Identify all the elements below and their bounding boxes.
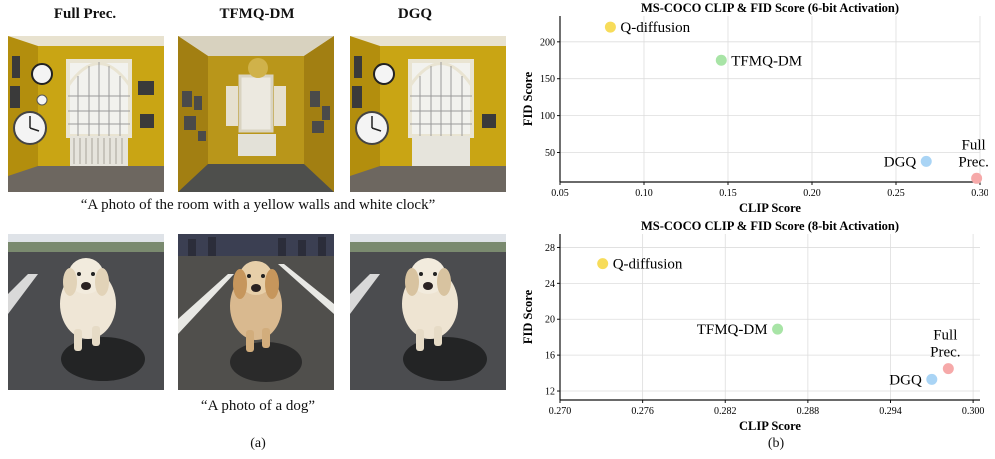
y-tick-label: 100 — [540, 111, 555, 122]
chart-title: MS-COCO CLIP & FID Score (6-bit Activati… — [641, 1, 899, 15]
y-tick-label: 24 — [545, 279, 555, 290]
x-tick-label: 0.300 — [962, 406, 985, 417]
data-point-label-line: Full — [962, 137, 986, 153]
y-tick-label: 150 — [540, 74, 555, 85]
chart-title: MS-COCO CLIP & FID Score (8-bit Activati… — [641, 219, 899, 233]
data-point-label-line: Prec. — [930, 345, 960, 361]
x-tick-label: 0.288 — [797, 406, 820, 417]
y-tick-label: 12 — [545, 387, 555, 398]
x-tick-label: 0.25 — [887, 188, 905, 199]
x-tick-label: 0.294 — [879, 406, 902, 417]
x-axis-label: CLIP Score — [739, 201, 801, 215]
data-point — [942, 363, 954, 375]
column-title-dgq: DGQ — [397, 6, 433, 22]
data-point — [971, 172, 983, 184]
x-tick-label: 0.276 — [631, 406, 654, 417]
room-image-full-prec — [8, 36, 164, 192]
y-axis-label: FID Score — [521, 71, 535, 126]
room-image-dgq — [350, 36, 506, 192]
column-title-tfmq-dm: TFMQ-DM — [219, 6, 295, 22]
data-point-label-line: TFMQ-DM — [731, 53, 802, 69]
y-tick-label: 28 — [545, 243, 555, 254]
y-tick-label: 20 — [545, 315, 555, 326]
data-point — [715, 54, 727, 66]
data-point-label: TFMQ-DM — [731, 53, 802, 69]
room-image-tfmq-dm — [178, 36, 334, 192]
data-point-label-line: Q-diffusion — [613, 257, 683, 273]
dog-image-full-prec — [8, 234, 164, 390]
data-point — [772, 323, 784, 335]
data-point-label: DGQ — [884, 154, 917, 170]
panel-label-a: (a) — [250, 436, 266, 451]
data-point — [926, 373, 938, 385]
data-point-label: Q-diffusion — [613, 257, 683, 273]
data-point-label: Full Prec. — [930, 328, 960, 361]
column-title-full-prec: Full Prec. — [53, 6, 117, 22]
data-point-label: DGQ — [889, 372, 922, 388]
x-tick-label: 0.20 — [803, 188, 821, 199]
dog-image-dgq — [350, 234, 506, 390]
y-tick-label: 16 — [545, 351, 555, 362]
data-point-label-line: TFMQ-DM — [697, 322, 768, 338]
dog-image-tfmq-dm — [178, 234, 334, 390]
scatter-chart-6bit: MS-COCO CLIP & FID Score (6-bit Activati… — [521, 1, 988, 215]
x-tick-label: 0.05 — [551, 188, 569, 199]
x-tick-label: 0.10 — [635, 188, 653, 199]
data-point-label-line: Prec. — [958, 154, 988, 170]
data-point — [597, 258, 609, 270]
x-tick-label: 0.30 — [971, 188, 988, 199]
x-axis-label: CLIP Score — [739, 419, 801, 433]
panel-label-b: (b) — [767, 436, 785, 451]
room-prompt-caption: “A photo of the room with a yellow walls… — [80, 197, 436, 213]
x-tick-label: 0.15 — [719, 188, 737, 199]
data-point — [920, 155, 932, 167]
data-point-label: TFMQ-DM — [697, 322, 768, 338]
scatter-chart-8bit: MS-COCO CLIP & FID Score (8-bit Activati… — [521, 219, 985, 433]
y-tick-label: 200 — [540, 37, 555, 48]
data-point-label: Q-diffusion — [620, 20, 690, 36]
data-point-label-line: Full — [933, 328, 957, 344]
y-axis-label: FID Score — [521, 289, 535, 344]
y-tick-label: 50 — [545, 148, 555, 159]
x-tick-label: 0.270 — [549, 406, 572, 417]
dog-prompt-caption: “A photo of a dog” — [200, 398, 316, 414]
data-point-label-line: Q-diffusion — [620, 20, 690, 36]
data-point — [604, 21, 616, 33]
data-point-label-line: DGQ — [889, 372, 922, 388]
x-tick-label: 0.282 — [714, 406, 737, 417]
data-point-label-line: DGQ — [884, 154, 917, 170]
data-point-label: Full Prec. — [958, 137, 988, 170]
